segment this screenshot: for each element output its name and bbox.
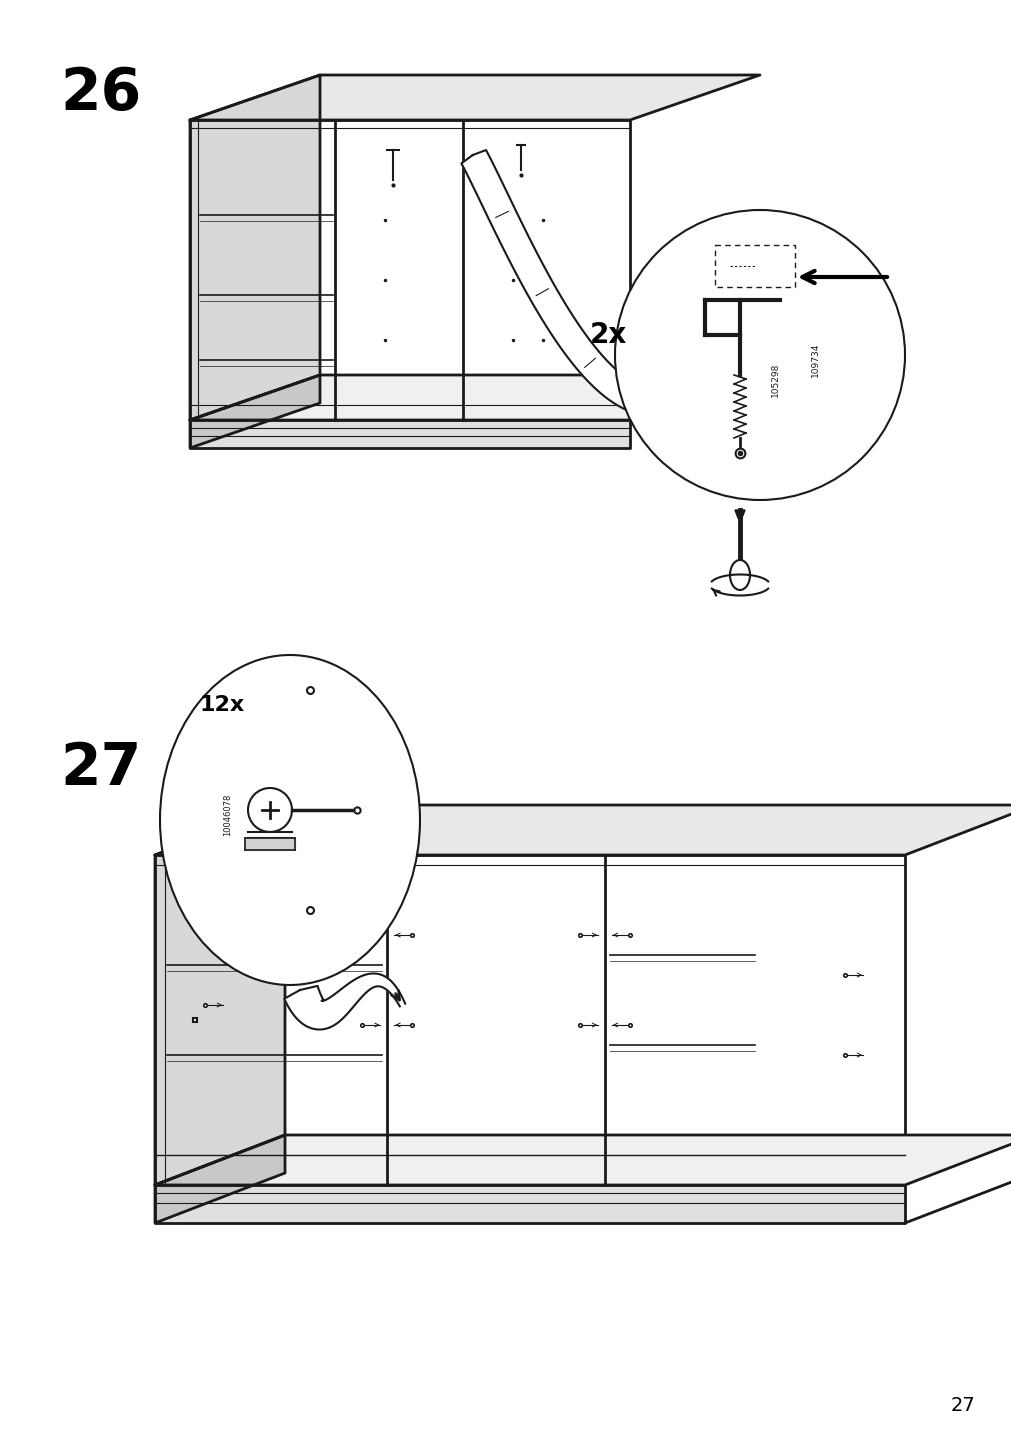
Text: 27: 27 bbox=[60, 740, 142, 798]
Polygon shape bbox=[245, 838, 295, 851]
Polygon shape bbox=[155, 805, 1011, 855]
Text: 105298: 105298 bbox=[769, 362, 778, 397]
Polygon shape bbox=[155, 1136, 1011, 1186]
Polygon shape bbox=[190, 420, 630, 448]
Polygon shape bbox=[190, 375, 319, 448]
Text: 10046078: 10046078 bbox=[223, 793, 233, 836]
Polygon shape bbox=[155, 1136, 285, 1223]
Circle shape bbox=[248, 788, 292, 832]
Polygon shape bbox=[155, 855, 904, 1186]
Text: 26: 26 bbox=[60, 64, 142, 122]
Ellipse shape bbox=[729, 560, 749, 590]
Circle shape bbox=[615, 211, 904, 500]
Polygon shape bbox=[461, 150, 643, 414]
Polygon shape bbox=[734, 510, 744, 518]
Polygon shape bbox=[190, 375, 759, 420]
Ellipse shape bbox=[160, 654, 420, 985]
Polygon shape bbox=[284, 974, 404, 1030]
Polygon shape bbox=[190, 74, 759, 120]
Polygon shape bbox=[190, 74, 319, 420]
Text: 27: 27 bbox=[949, 1396, 974, 1415]
Text: 12x: 12x bbox=[200, 695, 245, 715]
Polygon shape bbox=[190, 120, 630, 420]
Polygon shape bbox=[155, 805, 285, 1186]
Text: 109734: 109734 bbox=[810, 342, 819, 377]
Text: 2x: 2x bbox=[589, 321, 627, 349]
Polygon shape bbox=[155, 1186, 904, 1223]
